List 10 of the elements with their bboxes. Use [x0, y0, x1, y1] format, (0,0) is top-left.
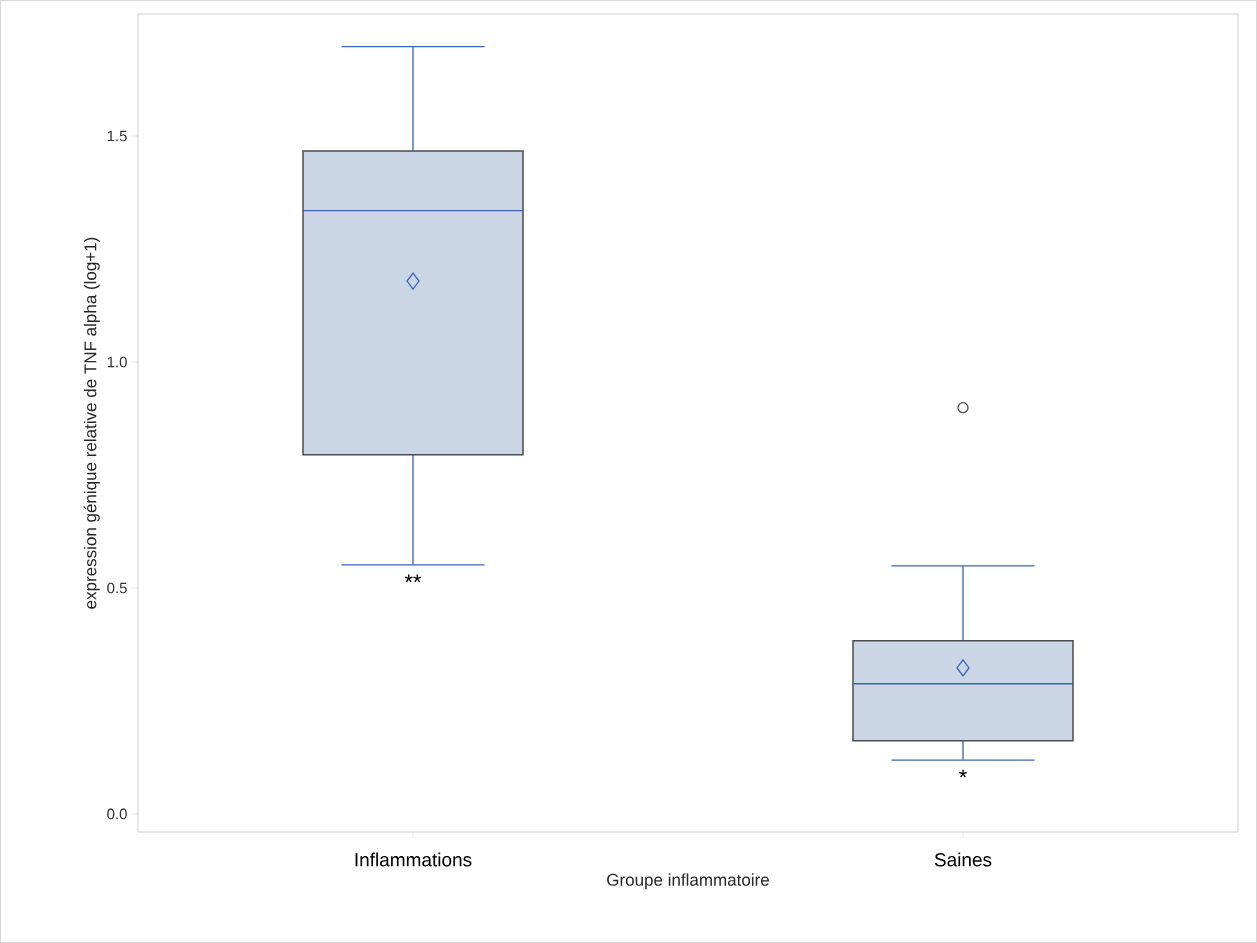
- x-axis-title: Groupe inflammatoire: [607, 873, 769, 890]
- y-tick-label: 0.5: [107, 582, 127, 594]
- annotation: *: [959, 769, 967, 778]
- y-tick-label: 1.5: [107, 130, 127, 142]
- x-tick-label: Inflammations: [355, 852, 472, 867]
- y-tick-label: 1.0: [107, 356, 127, 368]
- y-axis-title: expression génique relative de TNF alpha (log+1): [83, 237, 100, 609]
- y-tick-label: 0.0: [107, 808, 127, 820]
- annotation: **: [404, 574, 422, 583]
- x-tick-label: Saines: [934, 852, 992, 867]
